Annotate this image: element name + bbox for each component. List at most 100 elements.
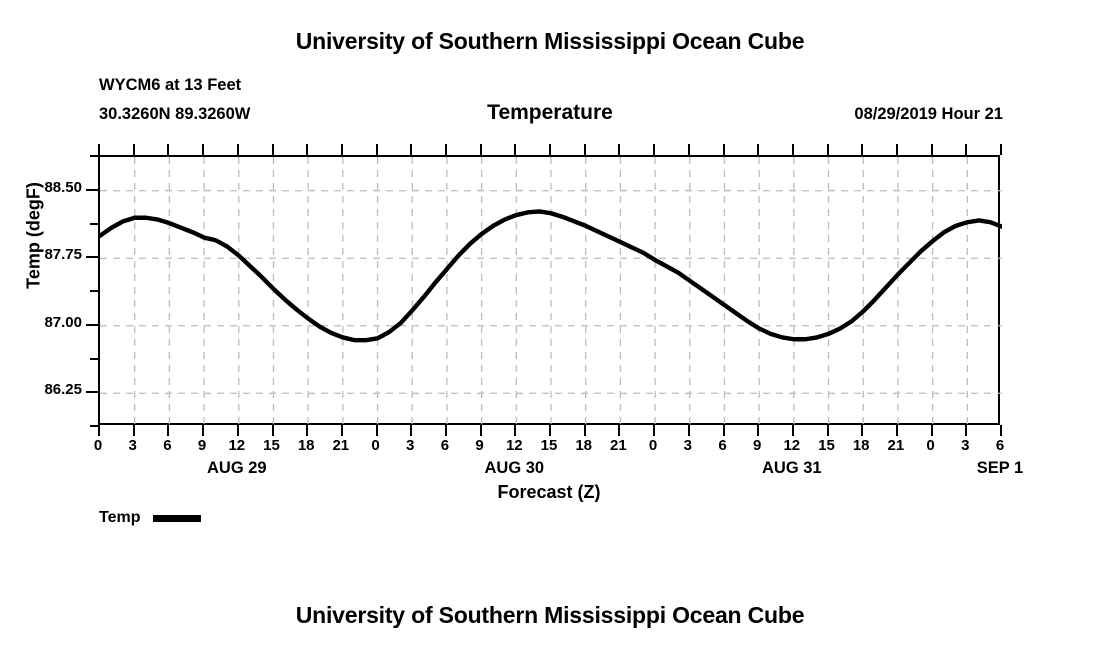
footer-title: University of Southern Mississippi Ocean…	[295, 602, 805, 628]
x-tick-label: 6	[440, 437, 450, 454]
x-tick-top	[791, 144, 794, 155]
x-tick-label: 3	[683, 437, 692, 454]
y-tick-minor	[90, 222, 98, 225]
plot-area	[98, 155, 1002, 427]
x-tick-bottom	[167, 425, 170, 436]
station-label: WYCM6 at 13 Feet	[99, 76, 242, 94]
x-tick-bottom	[410, 425, 413, 436]
x-tick-bottom	[930, 425, 933, 436]
x-tick-bottom	[340, 425, 343, 436]
y-tick-major	[86, 188, 98, 191]
x-tick-top	[1000, 144, 1002, 155]
gridlines	[100, 157, 1002, 427]
x-tick-top	[618, 144, 621, 155]
y-tick-minor	[90, 357, 98, 360]
x-tick-label: 0	[648, 437, 658, 454]
x-tick-top	[375, 144, 378, 155]
x-tick-bottom	[236, 425, 239, 436]
x-tick-label: 21	[332, 437, 350, 454]
y-tick-label: 87.00	[44, 313, 82, 331]
x-tick-label: 0	[93, 437, 103, 454]
x-tick-top	[861, 144, 864, 155]
x-tick-top	[306, 144, 309, 155]
x-tick-top	[444, 144, 447, 155]
x-tick-label: 6	[995, 437, 1005, 454]
y-tick-label: 88.50	[44, 178, 82, 196]
x-tick-top	[479, 144, 482, 155]
x-tick-label: 6	[163, 437, 172, 454]
x-tick-top	[167, 144, 170, 155]
legend: Temp	[99, 509, 202, 527]
y-tick-major	[86, 323, 98, 326]
x-tick-top	[340, 144, 343, 155]
x-tick-label: 18	[297, 437, 315, 454]
y-tick-major	[86, 256, 98, 259]
y-tick-label: 87.75	[44, 246, 82, 264]
x-tick-bottom	[687, 425, 690, 436]
x-tick-bottom	[618, 425, 621, 436]
chart-title: Temperature	[487, 101, 613, 124]
x-tick-top	[236, 144, 239, 155]
x-tick-bottom	[549, 425, 551, 436]
x-tick-top	[930, 144, 933, 155]
x-axis-day-label: AUG 30	[484, 459, 545, 477]
x-tick-bottom	[757, 425, 760, 436]
x-tick-label: 12	[783, 437, 801, 454]
x-tick-top	[583, 144, 586, 155]
x-tick-bottom	[722, 425, 725, 436]
y-tick-minor	[90, 425, 98, 427]
coordinates-label: 30.3260N 89.3260W	[99, 105, 251, 123]
y-tick-label: 86.25	[44, 381, 82, 399]
x-tick-bottom	[791, 425, 794, 436]
x-tick-bottom	[861, 425, 864, 436]
x-tick-bottom	[514, 425, 517, 436]
x-tick-top	[722, 144, 725, 155]
x-tick-bottom	[583, 425, 586, 436]
x-tick-bottom	[1000, 425, 1002, 436]
x-tick-bottom	[375, 425, 378, 436]
x-tick-label: 15	[263, 437, 280, 454]
x-tick-top	[514, 144, 517, 155]
y-tick-minor	[90, 155, 98, 157]
y-axis-label: Temp (degF)	[23, 182, 44, 289]
x-tick-bottom	[479, 425, 482, 436]
page-title: University of Southern Mississippi Ocean…	[295, 28, 805, 54]
x-tick-label: 3	[128, 437, 137, 454]
x-tick-bottom	[271, 425, 274, 436]
x-tick-top	[410, 144, 413, 155]
x-tick-label: 18	[575, 437, 593, 454]
model-run-timestamp: 08/29/2019 Hour 21	[854, 105, 1003, 123]
x-tick-label: 0	[371, 437, 380, 454]
x-tick-bottom	[306, 425, 309, 436]
x-tick-bottom	[98, 425, 100, 436]
x-tick-top	[965, 144, 968, 155]
x-tick-bottom	[895, 425, 898, 436]
x-tick-top	[549, 144, 551, 155]
x-axis-day-label: AUG 31	[761, 459, 822, 477]
x-tick-label: 0	[926, 437, 935, 454]
x-tick-label: 12	[505, 437, 523, 454]
legend-label-temp: Temp	[99, 509, 141, 526]
x-tick-label: 6	[718, 437, 727, 454]
x-tick-bottom	[132, 425, 135, 436]
x-tick-label: 3	[406, 437, 415, 454]
x-tick-top	[271, 144, 274, 155]
x-tick-label: 15	[818, 437, 835, 454]
x-tick-label: 9	[197, 437, 207, 454]
x-tick-bottom	[444, 425, 447, 436]
x-tick-top	[202, 144, 205, 155]
x-tick-label: 9	[475, 437, 484, 454]
x-tick-top	[687, 144, 690, 155]
x-tick-label: 12	[228, 437, 246, 454]
legend-swatch-temp	[153, 514, 202, 522]
x-tick-top	[98, 144, 100, 155]
x-tick-label: 21	[610, 437, 627, 454]
y-tick-major	[86, 391, 98, 394]
x-axis-label: Forecast (Z)	[497, 482, 601, 502]
x-tick-top	[826, 144, 829, 155]
x-tick-top	[895, 144, 898, 155]
x-tick-bottom	[965, 425, 968, 436]
x-tick-bottom	[653, 425, 656, 436]
x-axis-day-label: SEP 1	[976, 459, 1024, 477]
